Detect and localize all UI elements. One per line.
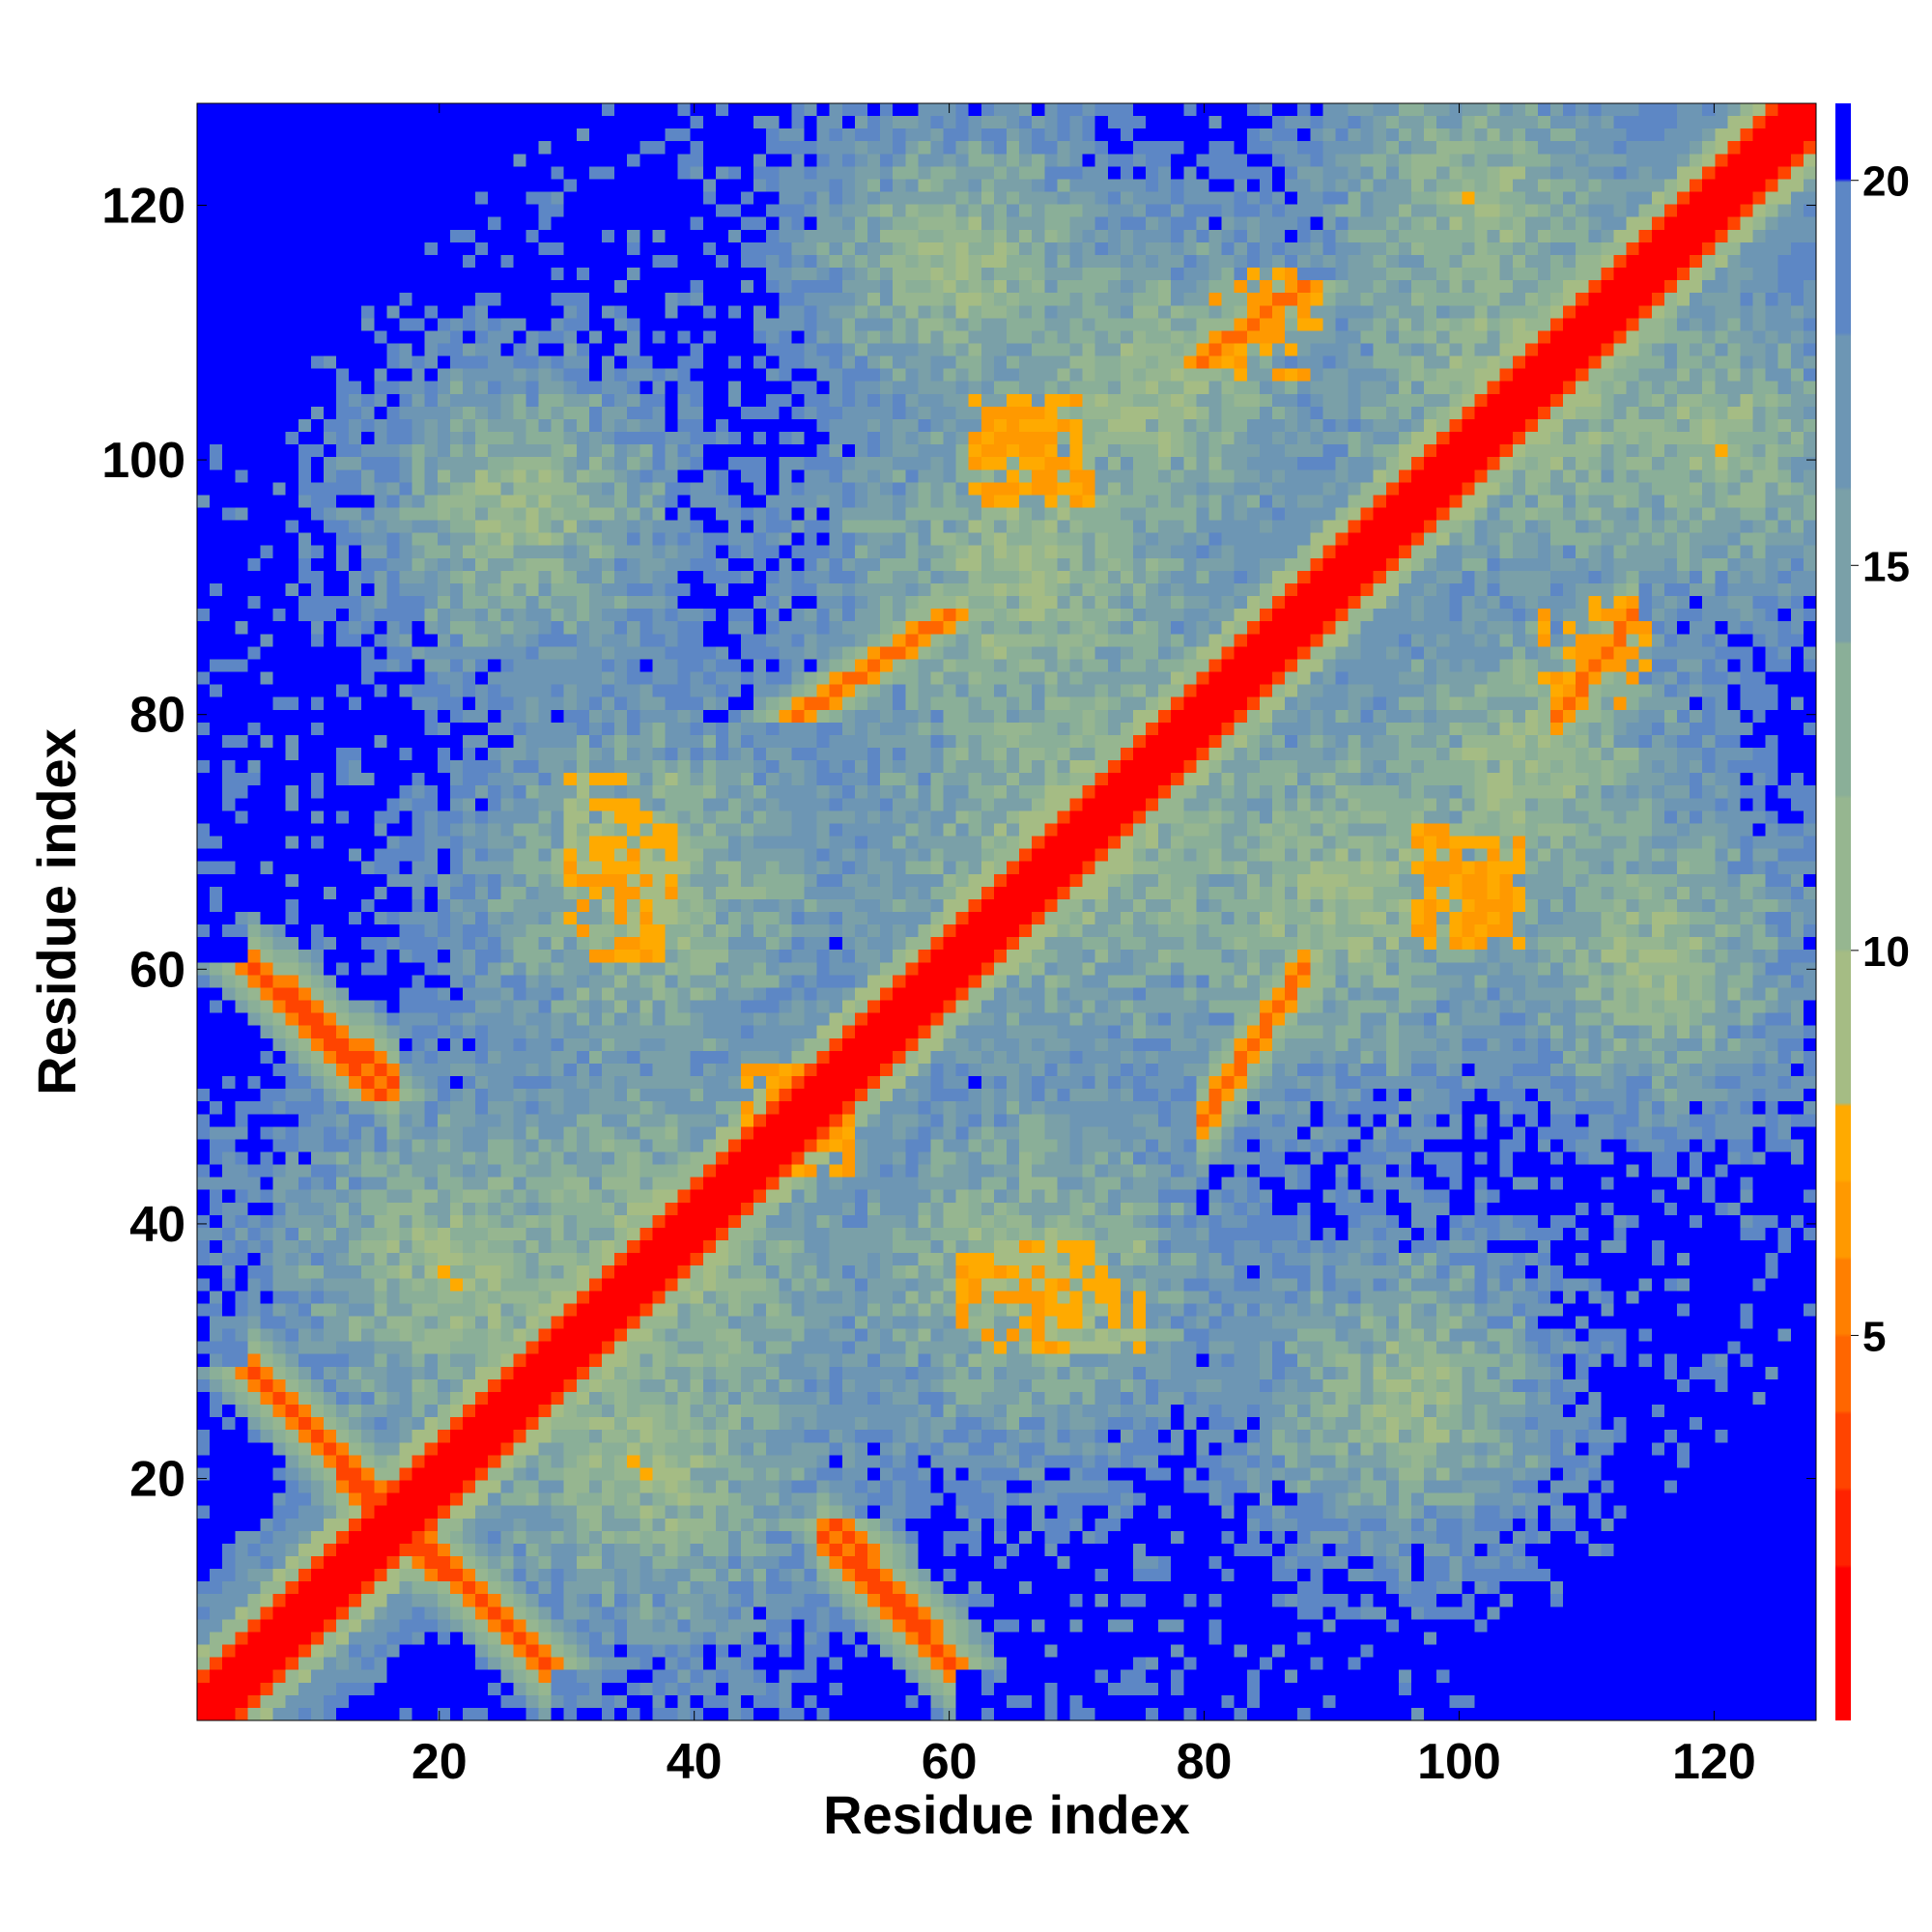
heatmap-plot-area [197,103,1816,1720]
colorbar-tick-label: 20 [1862,158,1910,206]
y-tick-label: 20 [129,1452,185,1508]
y-tick-label: 80 [129,688,185,744]
colorbar-ticks: 5 10 15 20 [1851,158,1910,1360]
x-tick-label: 40 [667,1734,723,1790]
x-axis-ticks: 20 40 60 80 100 120 [412,103,1756,1790]
plot-frame [196,102,1817,1721]
x-tick-label: 80 [1177,1734,1233,1790]
x-tick-label: 60 [922,1734,978,1790]
y-axis-ticks: 20 40 60 80 100 120 [101,178,1816,1508]
y-tick-label: 60 [129,942,185,998]
x-axis-title: Residue index [823,1784,1190,1845]
x-tick-label: 100 [1417,1734,1501,1790]
colorbar-tick-label: 15 [1862,543,1910,590]
colorbar-tick-label: 10 [1862,928,1910,976]
colorbar-tick-label: 5 [1862,1313,1886,1360]
y-tick-label: 120 [101,178,185,234]
colorbar [1835,103,1851,1720]
x-tick-label: 120 [1672,1734,1756,1790]
y-axis-title: Residue index [26,728,87,1095]
x-tick-label: 20 [412,1734,468,1790]
y-tick-label: 40 [129,1197,185,1253]
y-tick-label: 100 [101,433,185,489]
